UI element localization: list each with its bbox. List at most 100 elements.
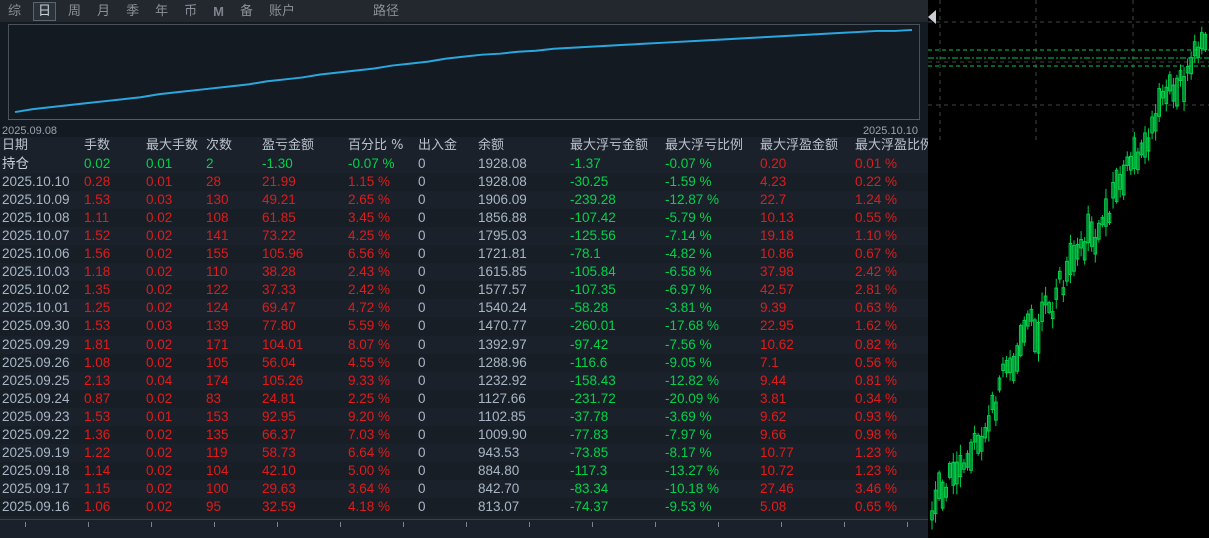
- cell-count: 171: [206, 336, 229, 352]
- cell-percent: 7.03 %: [348, 426, 391, 442]
- horizontal-scrollbar[interactable]: [0, 519, 928, 538]
- cell-max-float-profit-pct: 0.34 %: [855, 390, 898, 406]
- cell-max-float-loss-pct: -9.05 %: [665, 354, 712, 370]
- header-max-float-loss[interactable]: 最大浮亏金额: [570, 138, 649, 153]
- cell-deposit: 0: [418, 174, 426, 190]
- cell-balance: 1232.92: [478, 372, 527, 388]
- cell-max-float-profit: 10.72: [760, 462, 794, 478]
- cell-deposit: 0: [418, 498, 426, 514]
- table-row[interactable]: 2025.09.22 1.36 0.02 135 66.37 7.03 % 0 1009.90…: [0, 425, 928, 444]
- cell-balance: 1795.03: [478, 228, 527, 244]
- cell-max-float-loss-pct: -8.17 %: [665, 444, 712, 460]
- table-row[interactable]: 2025.10.07 1.52 0.02 141 73.22 4.25 % 0 1795.03…: [0, 227, 928, 245]
- cell-max-float-loss: -116.6: [570, 354, 608, 370]
- cell-max-lots: 0.02: [146, 480, 173, 496]
- tab-m[interactable]: M: [213, 3, 224, 19]
- cell-count: 83: [206, 390, 222, 406]
- cell-deposit: 0: [418, 210, 426, 226]
- table-row[interactable]: 2025.10.01 1.25 0.02 124 69.47 4.72 % 0 1540.24…: [0, 299, 928, 317]
- table-row[interactable]: 2025.10.03 1.18 0.02 110 38.28 2.43 % 0 1615.85…: [0, 263, 928, 281]
- header-date[interactable]: 日期: [2, 138, 29, 153]
- cell-max-lots: 0.02: [146, 300, 173, 316]
- cell-max-lots: 0.01: [146, 156, 173, 172]
- tab-year[interactable]: 年: [155, 3, 169, 19]
- cell-max-float-loss-pct: -1.59 %: [665, 174, 712, 190]
- cell-max-float-loss: -58.28: [570, 300, 609, 316]
- table-row[interactable]: 2025.09.23 1.53 0.01 153 92.95 9.20 % 0 1102.85…: [0, 408, 928, 426]
- cell-max-float-loss-pct: -7.97 %: [665, 426, 712, 442]
- cell-count: 153: [206, 408, 229, 424]
- tab-backup[interactable]: 备: [239, 3, 253, 19]
- cell-count: 141: [206, 228, 229, 244]
- cell-max-float-profit-pct: 1.62 %: [855, 318, 898, 334]
- table-row[interactable]: 2025.09.19 1.22 0.02 119 58.73 6.64 % 0 943.53 -…: [0, 444, 928, 462]
- cell-max-float-profit-pct: 2.81 %: [855, 282, 898, 298]
- table-row[interactable]: 2025.09.18 1.14 0.02 104 42.10 5.00 % 0 884.80 -…: [0, 461, 928, 480]
- tab-account[interactable]: 账户: [268, 3, 295, 19]
- table-row[interactable]: 2025.10.10 0.28 0.01 28 21.99 1.15 % 0 1928.08 -…: [0, 173, 928, 192]
- cell-profit-loss: 105.96: [262, 246, 304, 262]
- cell-profit-loss: -1.30: [262, 156, 293, 172]
- header-max-float-profit-pct[interactable]: 最大浮盈比例: [855, 138, 934, 153]
- table-row[interactable]: 2025.10.02 1.35 0.02 122 37.33 2.42 % 0 1577.57…: [0, 281, 928, 300]
- header-count[interactable]: 次数: [206, 138, 233, 153]
- cell-balance: 1288.96: [478, 354, 527, 370]
- table-row[interactable]: 持仓 0.02 0.01 2 -1.30 -0.07 % 0 1928.08 -1.37 -0.0…: [0, 155, 928, 173]
- cell-max-lots: 0.03: [146, 318, 173, 334]
- tab-week[interactable]: 周: [68, 3, 82, 19]
- cell-count: 108: [206, 210, 229, 226]
- table-row[interactable]: 2025.10.09 1.53 0.03 130 49.21 2.65 % 0 1906.09…: [0, 191, 928, 209]
- header-balance[interactable]: 余额: [478, 138, 505, 153]
- cell-profit-loss: 104.01: [262, 336, 304, 352]
- cell-percent: 3.64 %: [348, 480, 391, 496]
- table-row[interactable]: 2025.09.17 1.15 0.02 100 29.63 3.64 % 0 842.70 -…: [0, 480, 928, 498]
- tab-day[interactable]: 日: [33, 1, 57, 21]
- cell-max-float-profit-pct: 0.93 %: [855, 408, 898, 424]
- equity-axis-line: [8, 119, 920, 120]
- header-deposit[interactable]: 出入金: [418, 138, 458, 153]
- tab-summary[interactable]: 综: [8, 3, 22, 19]
- cell-balance: 813.07: [478, 498, 520, 514]
- equity-curve-panel[interactable]: 2025.09.08 2025.10.10: [0, 22, 928, 137]
- tab-month[interactable]: 月: [97, 3, 111, 19]
- cell-profit-loss: 105.26: [262, 372, 304, 388]
- cell-balance: 1577.57: [478, 282, 527, 298]
- tab-quarter[interactable]: 季: [126, 3, 140, 19]
- cell-profit-loss: 37.33: [262, 282, 296, 298]
- cell-balance: 884.80: [478, 462, 520, 478]
- cell-max-float-profit: 10.13: [760, 210, 794, 226]
- table-row[interactable]: 2025.10.08 1.11 0.02 108 61.85 3.45 % 0 1856.88…: [0, 209, 928, 228]
- header-lots[interactable]: 手数: [84, 138, 111, 153]
- cell-balance: 842.70: [478, 480, 520, 496]
- cell-profit-loss: 92.95: [262, 408, 296, 424]
- cell-max-float-profit: 7.1: [760, 354, 779, 370]
- header-max-float-loss-pct[interactable]: 最大浮亏比例: [665, 138, 744, 153]
- header-percent[interactable]: 百分比 %: [348, 138, 404, 153]
- header-max-float-profit[interactable]: 最大浮盈金额: [760, 138, 839, 153]
- table-row[interactable]: 2025.09.29 1.81 0.02 171 104.01 8.07 % 0 1392.9…: [0, 336, 928, 354]
- path-label[interactable]: 路径: [372, 3, 399, 19]
- table-row[interactable]: 2025.10.06 1.56 0.02 155 105.96 6.56 % 0 1721.8…: [0, 245, 928, 264]
- table-row[interactable]: 2025.09.24 0.87 0.02 83 24.81 2.25 % 0 1127.66 -…: [0, 389, 928, 408]
- price-chart-panel[interactable]: [928, 0, 1209, 538]
- scrollbar-tick: [277, 522, 278, 527]
- cell-max-float-profit: 19.18: [760, 228, 794, 244]
- cell-date: 2025.09.19: [2, 444, 70, 460]
- cell-max-float-profit-pct: 0.22 %: [855, 174, 898, 190]
- header-profit-loss[interactable]: 盈亏金额: [262, 138, 315, 153]
- tab-currency[interactable]: 币: [184, 3, 198, 19]
- cell-lots: 0.28: [84, 174, 111, 190]
- header-max-lots[interactable]: 最大手数: [146, 138, 199, 153]
- cell-max-float-loss-pct: -6.97 %: [665, 282, 712, 298]
- table-row[interactable]: 2025.09.16 1.06 0.02 95 32.59 4.18 % 0 813.07 -7…: [0, 497, 928, 516]
- statistics-table[interactable]: 日期 手数 最大手数 次数 盈亏金额 百分比 % 出入金 余额 最大浮亏金额 最…: [0, 137, 933, 538]
- table-row[interactable]: 2025.09.25 2.13 0.04 174 105.26 9.33 % 0 1232.9…: [0, 372, 928, 390]
- table-row[interactable]: 2025.09.30 1.53 0.03 139 77.80 5.59 % 0 1470.77…: [0, 317, 928, 336]
- cell-percent: 4.18 %: [348, 498, 391, 514]
- cell-count: 119: [206, 444, 228, 460]
- cell-percent: -0.07 %: [348, 156, 395, 172]
- collapse-arrow-icon[interactable]: [928, 10, 936, 24]
- cell-max-lots: 0.02: [146, 354, 173, 370]
- table-row[interactable]: 2025.09.26 1.08 0.02 105 56.04 4.55 % 0 1288.96…: [0, 353, 928, 372]
- equity-start-date: 2025.09.08: [2, 125, 58, 137]
